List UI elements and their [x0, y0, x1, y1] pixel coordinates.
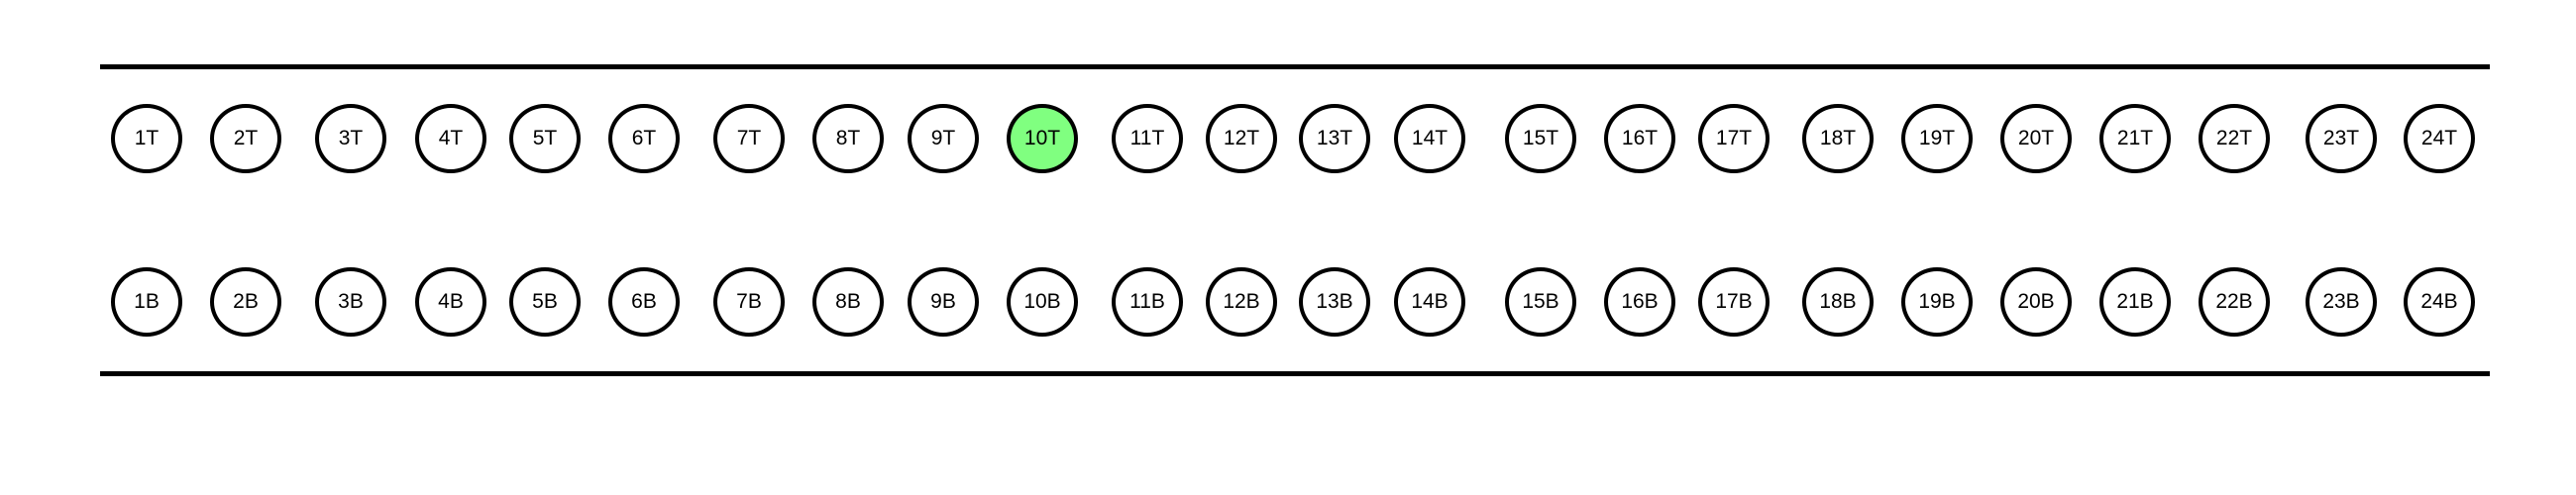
- slot-label: 7B: [736, 290, 762, 313]
- slot-label: 17T: [1715, 127, 1753, 149]
- slot-label: 3T: [338, 127, 364, 149]
- slot-3t[interactable]: 3T: [315, 104, 386, 173]
- slot-label: 5B: [532, 290, 558, 313]
- slot-9t[interactable]: 9T: [908, 104, 979, 173]
- slot-label: 2B: [233, 290, 259, 313]
- slot-label: 1B: [134, 290, 160, 313]
- slot-label: 8B: [835, 290, 861, 313]
- slot-label: 19B: [1918, 290, 1956, 313]
- slot-label: 13T: [1316, 127, 1353, 149]
- slot-6b[interactable]: 6B: [608, 267, 680, 337]
- slot-label: 10B: [1023, 290, 1061, 313]
- slot-label: 12B: [1223, 290, 1260, 313]
- slot-label: 23B: [2322, 290, 2360, 313]
- slot-19b[interactable]: 19B: [1901, 267, 1973, 337]
- slot-label: 8T: [835, 127, 861, 149]
- slot-8t[interactable]: 8T: [812, 104, 884, 173]
- slot-7t[interactable]: 7T: [713, 104, 785, 173]
- slot-19t[interactable]: 19T: [1901, 104, 1973, 173]
- slot-10t[interactable]: 10T: [1007, 104, 1078, 173]
- slot-label: 3B: [338, 290, 364, 313]
- slot-20b[interactable]: 20B: [2000, 267, 2072, 337]
- slot-label: 16B: [1621, 290, 1659, 313]
- slot-11t[interactable]: 11T: [1112, 104, 1183, 173]
- slot-12b[interactable]: 12B: [1206, 267, 1277, 337]
- slot-23b[interactable]: 23B: [2306, 267, 2377, 337]
- slot-label: 9B: [930, 290, 956, 313]
- slot-13t[interactable]: 13T: [1299, 104, 1370, 173]
- slot-label: 23T: [2322, 127, 2360, 149]
- slot-16t[interactable]: 16T: [1604, 104, 1675, 173]
- slot-label: 4B: [438, 290, 464, 313]
- slot-label: 1T: [134, 127, 160, 149]
- slot-label: 14T: [1411, 127, 1449, 149]
- slot-21t[interactable]: 21T: [2099, 104, 2171, 173]
- slot-23t[interactable]: 23T: [2306, 104, 2377, 173]
- slot-13b[interactable]: 13B: [1299, 267, 1370, 337]
- slot-4t[interactable]: 4T: [415, 104, 486, 173]
- slot-label: 15B: [1522, 290, 1559, 313]
- slot-label: 20B: [2017, 290, 2055, 313]
- slot-9b[interactable]: 9B: [908, 267, 979, 337]
- top-rail: [100, 64, 2490, 69]
- slot-18b[interactable]: 18B: [1802, 267, 1874, 337]
- slot-label: 14B: [1411, 290, 1449, 313]
- slot-label: 11T: [1129, 127, 1165, 149]
- slot-17t[interactable]: 17T: [1698, 104, 1770, 173]
- slot-14b[interactable]: 14B: [1394, 267, 1465, 337]
- slot-label: 16T: [1621, 127, 1659, 149]
- slot-label: 18B: [1819, 290, 1857, 313]
- slot-16b[interactable]: 16B: [1604, 267, 1675, 337]
- slot-label: 12T: [1223, 127, 1260, 149]
- slot-8b[interactable]: 8B: [812, 267, 884, 337]
- slot-10b[interactable]: 10B: [1007, 267, 1078, 337]
- slot-5b[interactable]: 5B: [509, 267, 581, 337]
- slot-label: 18T: [1819, 127, 1857, 149]
- slot-label: 15T: [1522, 127, 1559, 149]
- slot-15b[interactable]: 15B: [1505, 267, 1576, 337]
- slot-24t[interactable]: 24T: [2404, 104, 2475, 173]
- slot-24b[interactable]: 24B: [2404, 267, 2475, 337]
- slot-label: 20T: [2017, 127, 2055, 149]
- slot-label: 2T: [233, 127, 259, 149]
- slot-label: 24T: [2420, 127, 2458, 149]
- slot-5t[interactable]: 5T: [509, 104, 581, 173]
- slot-11b[interactable]: 11B: [1112, 267, 1183, 337]
- slot-3b[interactable]: 3B: [315, 267, 386, 337]
- slot-label: 21T: [2116, 127, 2154, 149]
- slot-18t[interactable]: 18T: [1802, 104, 1874, 173]
- slot-22b[interactable]: 22B: [2199, 267, 2270, 337]
- slot-12t[interactable]: 12T: [1206, 104, 1277, 173]
- slot-label: 9T: [930, 127, 956, 149]
- slot-label: 13B: [1316, 290, 1353, 313]
- slot-7b[interactable]: 7B: [713, 267, 785, 337]
- slot-label: 22T: [2215, 127, 2253, 149]
- slot-21b[interactable]: 21B: [2099, 267, 2171, 337]
- slot-label: 11B: [1129, 290, 1165, 313]
- slot-14t[interactable]: 14T: [1394, 104, 1465, 173]
- slot-20t[interactable]: 20T: [2000, 104, 2072, 173]
- slot-22t[interactable]: 22T: [2199, 104, 2270, 173]
- slot-2t[interactable]: 2T: [210, 104, 281, 173]
- slot-label: 4T: [438, 127, 464, 149]
- slot-label: 21B: [2116, 290, 2154, 313]
- slot-4b[interactable]: 4B: [415, 267, 486, 337]
- slot-label: 6T: [631, 127, 657, 149]
- slot-1t[interactable]: 1T: [111, 104, 182, 173]
- slot-label: 17B: [1715, 290, 1753, 313]
- slot-6t[interactable]: 6T: [608, 104, 680, 173]
- slot-label: 5T: [532, 127, 558, 149]
- bottom-rail: [100, 371, 2490, 376]
- slot-1b[interactable]: 1B: [111, 267, 182, 337]
- slot-17b[interactable]: 17B: [1698, 267, 1770, 337]
- slot-label: 19T: [1918, 127, 1956, 149]
- slot-label: 22B: [2215, 290, 2253, 313]
- slot-label: 6B: [631, 290, 657, 313]
- slot-label: 24B: [2420, 290, 2458, 313]
- slot-15t[interactable]: 15T: [1505, 104, 1576, 173]
- slot-2b[interactable]: 2B: [210, 267, 281, 337]
- slot-label: 7T: [736, 127, 762, 149]
- slot-label: 10T: [1023, 127, 1061, 149]
